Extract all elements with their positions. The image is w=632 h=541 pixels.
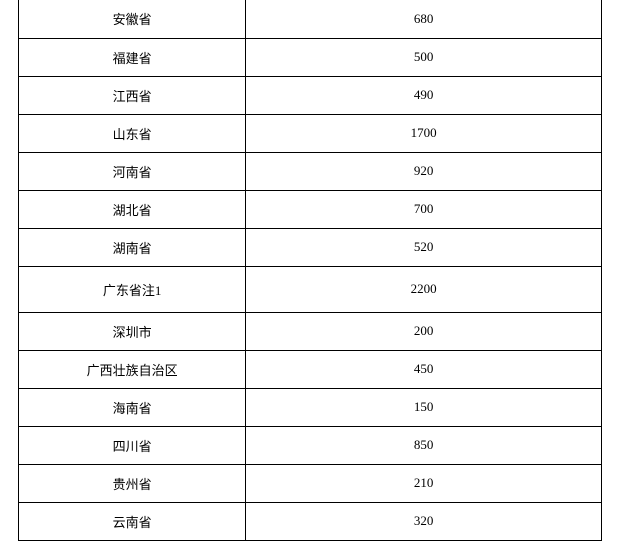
table-row: 安徽省 680 [19,0,602,38]
table-row: 江西省 490 [19,76,602,114]
value-cell: 2200 [246,266,602,312]
table-row: 海南省 150 [19,388,602,426]
table-row: 深圳市 200 [19,312,602,350]
value-cell: 450 [246,350,602,388]
region-name-cell: 安徽省 [19,0,246,38]
region-name: 山东省 [113,127,152,142]
region-name: 广东省 [103,283,142,298]
value-cell: 850 [246,426,602,464]
region-name: 湖南省 [113,241,152,256]
region-name-cell: 广西壮族自治区 [19,350,246,388]
region-name: 海南省 [113,401,152,416]
table-row: 四川省 850 [19,426,602,464]
table-row: 广东省注12200 [19,266,602,312]
value-cell: 490 [246,76,602,114]
region-name-cell: 贵州省 [19,464,246,502]
table-row: 湖南省 520 [19,228,602,266]
value-cell: 520 [246,228,602,266]
region-name-cell: 云南省 [19,502,246,540]
value-cell: 1700 [246,114,602,152]
region-name-cell: 深圳市 [19,312,246,350]
table-row: 贵州省 210 [19,464,602,502]
table-row: 云南省 320 [19,502,602,540]
region-name-cell: 河南省 [19,152,246,190]
region-name: 安徽省 [113,12,152,27]
region-name: 云南省 [113,515,152,530]
region-name: 河南省 [113,165,152,180]
region-name: 四川省 [113,439,152,454]
value-cell: 200 [246,312,602,350]
table-row: 山东省 1700 [19,114,602,152]
region-name: 福建省 [113,51,152,66]
region-name-cell: 江西省 [19,76,246,114]
value-cell: 920 [246,152,602,190]
region-name-cell: 湖南省 [19,228,246,266]
region-name-cell: 四川省 [19,426,246,464]
region-note: 注1 [142,283,162,298]
region-name: 湖北省 [113,203,152,218]
region-name: 江西省 [113,89,152,104]
value-cell: 210 [246,464,602,502]
table-row: 广西壮族自治区 450 [19,350,602,388]
region-name: 贵州省 [113,477,152,492]
value-cell: 680 [246,0,602,38]
table-row: 河南省 920 [19,152,602,190]
region-name: 广西壮族自治区 [87,363,178,378]
region-name-cell: 湖北省 [19,190,246,228]
region-name-cell: 广东省注1 [19,266,246,312]
data-table: 安徽省680福建省500江西省490山东省1700河南省920湖北省700湖南省… [18,0,602,541]
value-cell: 320 [246,502,602,540]
data-table-container: 安徽省680福建省500江西省490山东省1700河南省920湖北省700湖南省… [0,0,632,541]
value-cell: 150 [246,388,602,426]
value-cell: 700 [246,190,602,228]
value-cell: 500 [246,38,602,76]
table-row: 湖北省 700 [19,190,602,228]
table-row: 福建省 500 [19,38,602,76]
region-name-cell: 海南省 [19,388,246,426]
region-name-cell: 福建省 [19,38,246,76]
region-name: 深圳市 [113,325,152,340]
region-name-cell: 山东省 [19,114,246,152]
